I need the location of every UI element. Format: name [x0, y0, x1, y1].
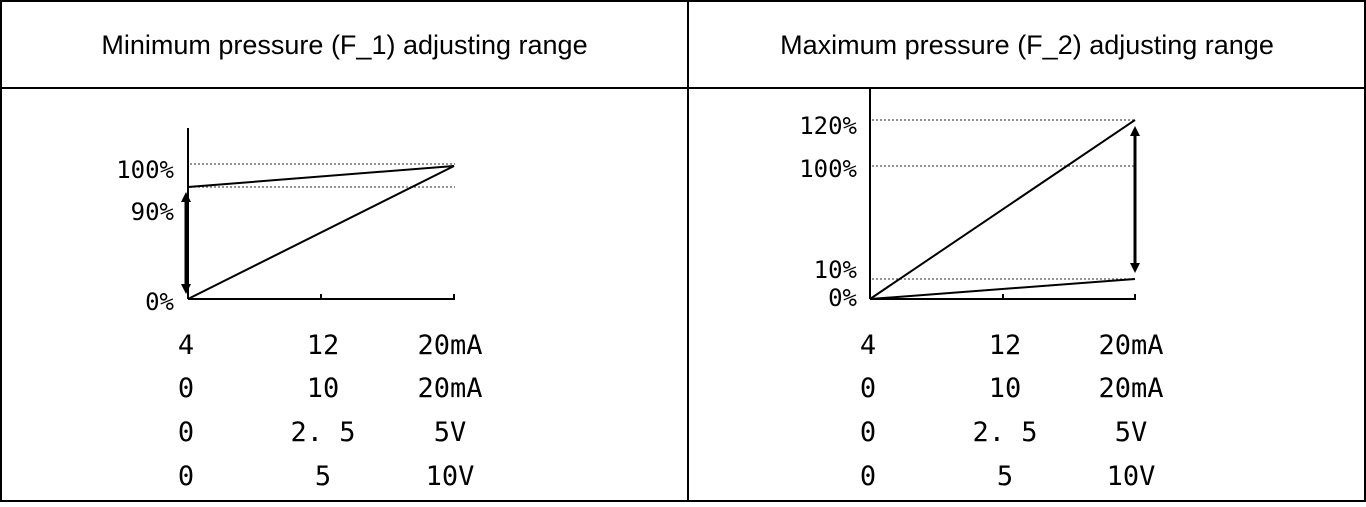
scale-row-1-start: 4: [178, 330, 194, 361]
y-tick-label-0: 0%: [145, 288, 174, 316]
scale-row-3-start: 0: [178, 417, 194, 448]
min-range-lower-line: [187, 165, 455, 300]
max-pressure-diagram: 120% 100% 10% 0% 4 12 20mA 0 10 20mA 0 2…: [799, 87, 1164, 492]
scale-row-4-end: 10V: [1107, 461, 1156, 492]
max-range-upper-line: [869, 119, 1136, 300]
max-pressure-title: Maximum pressure (F_2) adjusting range: [780, 29, 1274, 60]
scale-row-4-mid: 5: [315, 461, 331, 492]
scale-row-2-mid: 10: [307, 373, 340, 404]
scale-row-1-mid: 12: [989, 330, 1022, 361]
scale-row-1-start: 4: [860, 330, 876, 361]
scale-row-3-start: 0: [860, 417, 876, 448]
scale-row-2-mid: 10: [989, 373, 1022, 404]
scale-row-4-start: 0: [860, 461, 876, 492]
scale-row-1-end: 20mA: [1098, 330, 1163, 361]
scale-row-3-mid: 2. 5: [290, 417, 355, 448]
min-range-upper-line: [187, 165, 455, 188]
y-tick-label-0: 0%: [828, 284, 857, 312]
scale-row-2-start: 0: [860, 373, 876, 404]
scale-row-4-mid: 5: [997, 461, 1013, 492]
y-tick-label-120: 120%: [799, 112, 857, 140]
scale-row-1-end: 20mA: [417, 330, 482, 361]
scale-row-4-start: 0: [178, 461, 194, 492]
max-range-lower-line: [869, 278, 1136, 300]
scale-row-3-mid: 2. 5: [972, 417, 1037, 448]
y-tick-label-10: 10%: [814, 256, 858, 284]
y-tick-label-100: 100%: [799, 155, 857, 183]
y-tick-label-100: 100%: [116, 156, 174, 184]
y-tick-label-90: 90%: [131, 198, 175, 226]
scale-row-4-end: 10V: [426, 461, 475, 492]
scale-row-3-end: 5V: [1115, 417, 1148, 448]
scale-row-2-start: 0: [178, 373, 194, 404]
scale-row-3-end: 5V: [434, 417, 467, 448]
scale-row-2-end: 20mA: [417, 373, 482, 404]
scale-row-1-mid: 12: [307, 330, 340, 361]
min-pressure-diagram: 100% 90% 0% 4 12 20mA 0 10 20mA 0 2. 5 5…: [116, 128, 483, 492]
scale-row-2-end: 20mA: [1098, 373, 1163, 404]
min-pressure-title: Minimum pressure (F_1) adjusting range: [101, 29, 588, 60]
